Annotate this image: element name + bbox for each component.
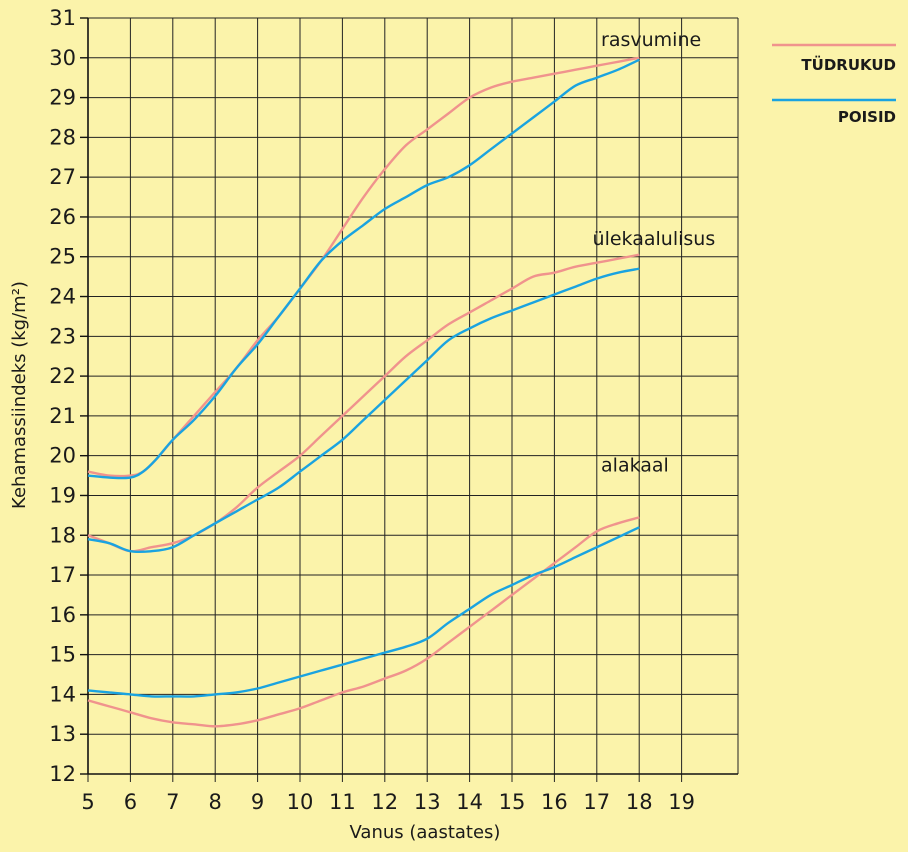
x-tick-label: 7: [166, 790, 179, 814]
legend-label: TÜDRUKUD: [801, 55, 896, 74]
x-tick-label: 17: [583, 790, 610, 814]
axes: [80, 17, 738, 775]
x-tick-label: 16: [541, 790, 568, 814]
y-tick-label: 14: [49, 682, 76, 706]
y-tick-label: 17: [49, 563, 76, 587]
x-tick-label: 6: [124, 790, 137, 814]
y-tick-label: 30: [49, 46, 76, 70]
series-line-rasvumine-poisid: [87, 58, 640, 480]
x-tick-label: 14: [456, 790, 483, 814]
series-line-ulekaalulisus-poisid: [87, 267, 640, 554]
x-tick-label: 15: [499, 790, 526, 814]
x-tick-label: 5: [81, 790, 94, 814]
y-tick-label: 24: [49, 285, 76, 309]
x-tick-label: 8: [209, 790, 222, 814]
series-line-alakaal-poisid: [87, 526, 640, 698]
x-tick-label: 11: [329, 790, 356, 814]
x-tick-label: 13: [414, 790, 441, 814]
series-line-ulekaalulisus-tudrukud: [87, 253, 640, 553]
y-tick-labels: 12 13 14 15 16 17 18 19 20 21 22 23 24 25 26 27 28 29 30 31: [49, 6, 76, 786]
x-tick-label: 18: [626, 790, 653, 814]
x-axis-title: Vanus (aastates): [350, 822, 501, 843]
y-tick-label: 31: [49, 6, 76, 30]
legend: TÜDRUKUD POISID: [772, 43, 896, 126]
y-tick-label: 21: [49, 404, 76, 428]
y-tick-label: 22: [49, 364, 76, 388]
x-tick-label: 10: [287, 790, 314, 814]
y-tick-label: 16: [49, 603, 76, 627]
y-tick-label: 12: [49, 762, 76, 786]
y-tick-label: 27: [49, 165, 76, 189]
series-line-rasvumine-tudrukud: [87, 56, 640, 478]
y-tick-label: 19: [49, 483, 76, 507]
curve-label: rasvumine: [601, 29, 701, 51]
y-tick-label: 23: [49, 324, 76, 348]
x-tick-labels: 5 6 7 8 9 10 11 12 13 14 15 16 17 18 19: [81, 790, 695, 814]
y-tick-label: 13: [49, 722, 76, 746]
curve-label: ülekaalulisus: [593, 228, 716, 250]
y-tick-label: 26: [49, 205, 76, 229]
y-tick-label: 18: [49, 523, 76, 547]
curve-labels: rasvumine ülekaalulisus alakaal: [593, 29, 716, 477]
series-line-alakaal-tudrukud: [87, 516, 640, 728]
y-tick-label: 25: [49, 245, 76, 269]
y-axis-title: Kehamassiindeks (kg/m²): [9, 281, 30, 509]
y-tick-label: 20: [49, 444, 76, 468]
curves: [87, 56, 640, 728]
legend-label: POISID: [838, 108, 896, 126]
x-tick-label: 19: [668, 790, 695, 814]
y-tick-label: 29: [49, 86, 76, 110]
x-tick-label: 12: [371, 790, 398, 814]
y-tick-label: 15: [49, 643, 76, 667]
curve-label: alakaal: [601, 455, 669, 477]
x-tick-label: 9: [251, 790, 264, 814]
y-tick-label: 28: [49, 125, 76, 149]
